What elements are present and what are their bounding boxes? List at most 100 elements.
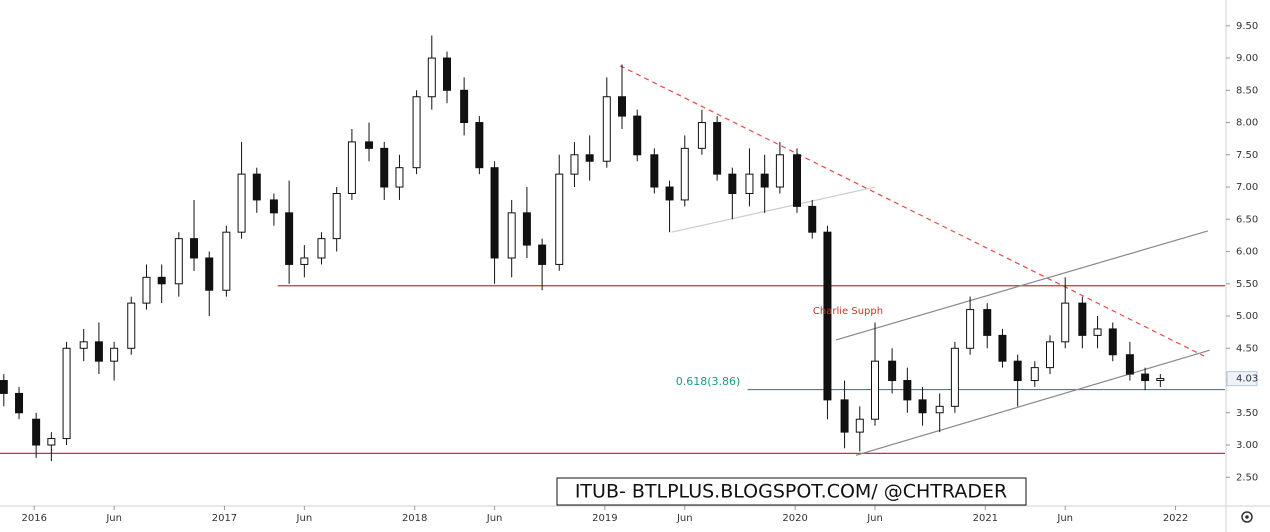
candle-body: [1046, 341, 1054, 369]
plot: 2.503.003.504.004.505.005.506.006.507.00…: [0, 21, 1258, 524]
candle-body: [460, 89, 469, 124]
last-price-tag: [1226, 371, 1258, 387]
candle-body: [855, 418, 864, 433]
last-price-label: 4.03: [1236, 374, 1258, 385]
candle-body: [507, 212, 516, 259]
candle-body: [332, 192, 341, 240]
candle-body: [935, 405, 944, 414]
y-tick-label: 8.00: [1236, 118, 1258, 129]
candle-body: [1156, 378, 1165, 382]
candle-body: [47, 438, 56, 446]
x-tick-label: 2021: [973, 513, 998, 524]
candle-body: [205, 257, 214, 291]
candle-body: [110, 347, 119, 362]
candle-body: [775, 154, 784, 188]
candle-body: [0, 380, 8, 394]
candle-body: [157, 276, 166, 285]
gear[interactable]: [1241, 511, 1253, 523]
candle-body: [237, 173, 246, 233]
candle-body: [317, 238, 326, 259]
x-tick-label: 2016: [22, 513, 47, 524]
candle-body: [983, 309, 992, 336]
candle-body: [32, 418, 41, 446]
candle-body: [1078, 302, 1087, 336]
candle-body: [427, 57, 436, 98]
candle-body: [62, 347, 71, 440]
candle-body: [15, 392, 24, 414]
y-tick-label: 9.50: [1236, 21, 1258, 32]
candle-body: [1061, 302, 1070, 343]
x-tick-label: 2020: [782, 513, 807, 524]
candle-body: [570, 154, 579, 175]
fib-label: 0.618(3.86): [676, 375, 741, 388]
candle-body: [665, 186, 674, 201]
trendline: [671, 186, 876, 233]
y-tick-label: 7.50: [1236, 150, 1258, 161]
candle-body: [998, 334, 1007, 362]
candle-body: [1013, 360, 1022, 382]
candle-body: [918, 399, 927, 414]
y-tick-label: 6.50: [1236, 214, 1258, 225]
candle-body: [618, 96, 627, 117]
y-tick-label: 2.50: [1236, 472, 1258, 483]
candle-body: [395, 167, 404, 188]
trendline: [835, 230, 1209, 341]
candle-body: [745, 173, 754, 194]
x-tick-label: Jun: [486, 513, 503, 524]
candle-body: [142, 276, 151, 304]
candle-body: [585, 154, 594, 162]
y-tick-label: 4.50: [1236, 343, 1258, 354]
settings-icon[interactable]: [1241, 511, 1253, 523]
candle-body: [697, 122, 706, 149]
candle-body: [840, 399, 849, 433]
candle-body: [793, 154, 802, 207]
candle-body: [443, 57, 452, 91]
watermark: ITUB- BTLPLUS.BLOGSPOT.COM/ @CHTRADER: [575, 481, 1007, 503]
candle-body: [252, 173, 261, 201]
candle-body: [680, 147, 689, 201]
x-tick-label: Jun: [1056, 513, 1073, 524]
candle-body: [1141, 373, 1150, 382]
candle-body: [650, 154, 659, 188]
trendline: [855, 349, 1210, 456]
candle-body: [903, 380, 912, 401]
trendline: [619, 65, 1205, 357]
y-tick-label: 6.00: [1236, 247, 1258, 258]
x-tick-label: 2022: [1163, 513, 1188, 524]
x-tick-label: 2017: [212, 513, 237, 524]
candle-body: [950, 347, 959, 407]
candle-body: [602, 96, 611, 162]
y-tick-label: 5.50: [1236, 279, 1258, 290]
candle-body: [1125, 354, 1134, 375]
candle-body: [522, 212, 531, 246]
gear-center[interactable]: [1245, 515, 1249, 519]
candle-body: [174, 238, 183, 285]
candle-body: [190, 238, 199, 259]
y-tick-label: 3.50: [1236, 408, 1258, 419]
x-tick-label: 2018: [402, 513, 427, 524]
y-tick-label: 3.00: [1236, 440, 1258, 451]
y-tick-label: 5.00: [1236, 311, 1258, 322]
candle-body: [871, 360, 879, 420]
x-tick-label: Jun: [676, 513, 693, 524]
candle-body: [966, 309, 975, 349]
y-tick-label: 8.50: [1236, 85, 1258, 96]
y-tick-label: 7.00: [1236, 182, 1258, 193]
candle-body: [728, 173, 737, 194]
candle-body: [823, 231, 832, 401]
candle-body: [94, 341, 103, 362]
candle-body: [380, 147, 389, 188]
candle-body: [1093, 328, 1102, 336]
candle-body: [269, 199, 278, 214]
candle-body: [412, 96, 421, 169]
y-tick-label: 9.00: [1236, 53, 1258, 64]
x-tick-label: Jun: [105, 513, 122, 524]
candle-body: [713, 122, 722, 175]
x-tick-label: Jun: [296, 513, 313, 524]
candle-body: [633, 115, 642, 156]
candle-body: [808, 205, 817, 233]
candle-body: [538, 244, 547, 265]
candle-body: [490, 167, 499, 259]
watermark-box: [556, 477, 1027, 506]
